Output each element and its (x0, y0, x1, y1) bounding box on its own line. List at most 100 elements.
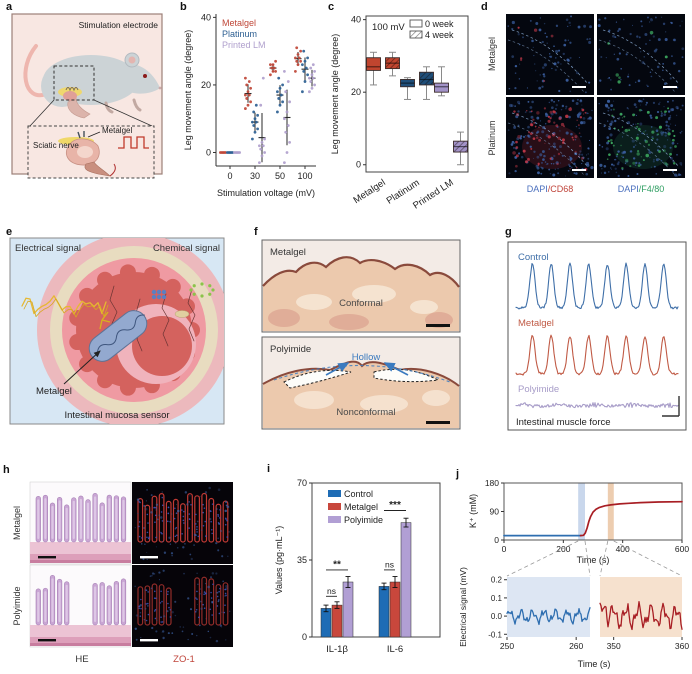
d-col-label-dapi-cd68: DAPI/CD68 (527, 184, 574, 194)
svg-text:35: 35 (297, 555, 307, 565)
panel-a: Stimulation electrode Metalgel Sciatic n… (6, 6, 174, 191)
svg-text:350: 350 (607, 641, 621, 651)
conformal-label: Conformal (339, 298, 383, 309)
nonconformal-label: Nonconformal (336, 407, 395, 418)
panel-d-letter: d (481, 1, 488, 13)
h-row-label-metalgel: Metalgel (12, 506, 22, 540)
svg-text:ns: ns (385, 559, 394, 569)
svg-text:0: 0 (494, 535, 499, 545)
metalgel-label: Metalgel (102, 126, 132, 135)
panel-c: 0 20 40 100 mV 0 week 4 week Metalgel Platinum P… (326, 2, 478, 225)
bar-chart: 0 35 70 Control Metalgel Polyimide ns ** ns *** IL… (274, 478, 441, 655)
svg-text:Time (s): Time (s) (578, 659, 611, 669)
panel-h: Metalgel Polyimide HE ZO-1 (0, 462, 262, 674)
svg-text:Leg movement angle (degree): Leg movement angle (degree) (330, 34, 340, 155)
svg-text:20: 20 (201, 80, 211, 90)
svg-text:0: 0 (502, 544, 507, 554)
legend-Metalgel: Metalgel (222, 18, 256, 28)
svg-text:400: 400 (616, 544, 630, 554)
svg-text:Stimulation voltage (mV): Stimulation voltage (mV) (217, 188, 315, 198)
stimulation-electrode-label: Stimulation electrode (79, 20, 159, 30)
legend-Platinum: Platinum (222, 29, 257, 39)
hollow-label: Hollow (352, 352, 381, 363)
panel-e: Electrical signal Chemical signal Metalg… (6, 234, 228, 435)
svg-text:0.1: 0.1 (491, 594, 503, 603)
svg-text:100: 100 (297, 171, 312, 181)
svg-text:20: 20 (351, 87, 361, 97)
intestinal-mucosa-sensor-label: Intestinal mucosa sensor (64, 410, 169, 421)
svg-text:40: 40 (351, 15, 361, 25)
panel-j-letter: j (456, 468, 460, 480)
panel-a-letter: a (6, 1, 13, 13)
f-top-label: Metalgel (270, 247, 306, 258)
svg-text:IL-1β: IL-1β (326, 644, 348, 655)
svg-text:4 week: 4 week (425, 30, 454, 40)
panel-b-letter: b (180, 1, 187, 13)
panel-e-letter: e (6, 226, 13, 238)
i-legend-Metalgel: Metalgel (344, 502, 378, 512)
panel-d: Metalgel Platinum DAPI/CD68 DAPI/F4/80 (481, 2, 692, 205)
metalgel-arrow (63, 350, 101, 385)
svg-text:Time (s): Time (s) (577, 555, 610, 565)
e-metalgel-label: Metalgel (36, 386, 72, 397)
muscle-force-traces: Control Metalgel Polyimide Intestinal muscl… (507, 241, 687, 431)
svg-text:IL-6: IL-6 (387, 644, 403, 655)
mouse-schematic: Stimulation electrode Metalgel Sciatic n… (11, 13, 163, 179)
svg-text:***: *** (389, 500, 401, 511)
panel-g-letter: g (505, 226, 512, 238)
hollow-arrow-right (383, 362, 409, 376)
svg-text:Metalgel: Metalgel (352, 177, 388, 206)
svg-text:50: 50 (275, 171, 285, 181)
fluorescence-micrographs: Metalgel Platinum DAPI/CD68 DAPI/F4/80 (487, 14, 685, 194)
i-legend-Polyimide: Polyimide (344, 515, 383, 525)
h-col-label-he: HE (75, 654, 88, 665)
svg-text:260: 260 (569, 641, 583, 651)
histology-images: Metalgel Polyimide HE ZO-1 (12, 481, 233, 665)
svg-text:0: 0 (302, 632, 307, 642)
d-col-label-dapi-f480: DAPI/F4/80 (618, 184, 665, 194)
panel-c-letter: c (328, 1, 335, 13)
panel-j: 0 90 180 0 200 400 600 Time (s) K⁺ (mM) 0.2 0.1 0.0… (454, 464, 692, 674)
svg-text:0: 0 (227, 171, 232, 181)
svg-text:30: 30 (250, 171, 260, 181)
panel-i-letter: i (267, 463, 271, 475)
svg-text:-0.1: -0.1 (488, 630, 502, 639)
g-label-Metalgel: Metalgel (518, 318, 554, 329)
intestine-diagram: Electrical signal Chemical signal Metalg… (9, 237, 225, 425)
panel-g: Control Metalgel Polyimide Intestinal muscl… (504, 232, 690, 439)
svg-text:200: 200 (556, 544, 570, 554)
svg-text:Values (pg·mL⁻¹): Values (pg·mL⁻¹) (274, 526, 284, 595)
svg-text:90: 90 (490, 507, 500, 517)
svg-text:0.2: 0.2 (491, 576, 503, 585)
svg-text:K⁺ (mM): K⁺ (mM) (468, 494, 478, 528)
svg-text:600: 600 (675, 544, 689, 554)
g-label-Polyimide: Polyimide (518, 384, 559, 395)
conformability-photos: Metalgel Conformal Polyimide Hollow Nonc… (261, 239, 461, 430)
h-col-label-zo1: ZO-1 (173, 654, 195, 665)
svg-text:40: 40 (201, 12, 211, 22)
g-caption: Intestinal muscle force (516, 417, 611, 428)
hollow-arrow-left (325, 362, 350, 376)
svg-text:ns: ns (327, 586, 336, 596)
panel-f: Metalgel Conformal Polyimide Hollow Nonc… (254, 232, 468, 439)
f-bottom-label: Polyimide (270, 344, 311, 355)
panel-i: 0 35 70 Control Metalgel Polyimide ns ** ns *** IL… (268, 460, 446, 674)
svg-text:0.0: 0.0 (491, 612, 503, 621)
svg-text:0: 0 (206, 147, 211, 157)
h-row-label-polyimide: Polyimide (12, 586, 22, 625)
svg-text:0 week: 0 week (425, 19, 454, 29)
svg-text:Electrical signal (mV): Electrical signal (mV) (458, 567, 468, 647)
svg-text:Leg movement angle (degree): Leg movement angle (degree) (183, 30, 193, 151)
svg-text:180: 180 (485, 478, 499, 488)
svg-text:**: ** (333, 559, 341, 570)
d-row-label-platinum: Platinum (487, 120, 497, 155)
legend-Printed LM: Printed LM (222, 40, 266, 50)
i-legend-Control: Control (344, 489, 373, 499)
panel-b: 0 20 40 0 30 50 100 Metalgel Platinum Printed LM L… (180, 2, 322, 219)
svg-text:250: 250 (500, 641, 514, 651)
chemical-signal-label: Chemical signal (153, 243, 220, 254)
svg-text:360: 360 (675, 641, 689, 651)
